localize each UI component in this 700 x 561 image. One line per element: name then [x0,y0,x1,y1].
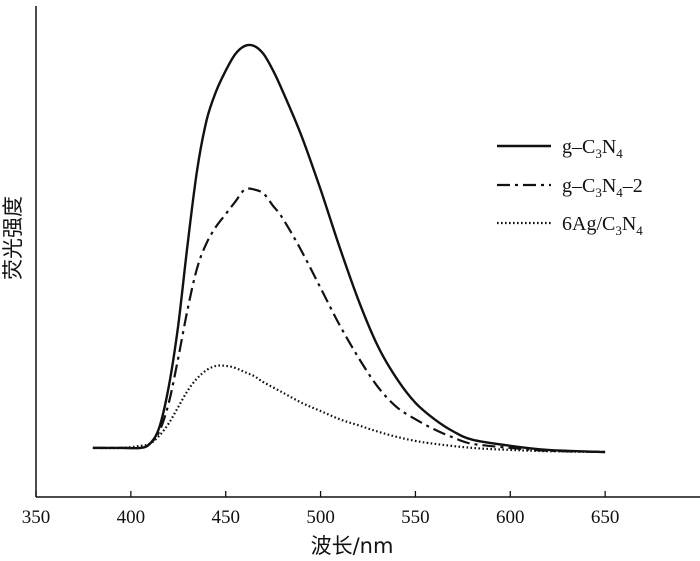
y-axis-title: 荧光强度 [1,196,25,280]
series-line-6ag-c3n4 [92,364,606,454]
x-tick-label: 350 [22,507,51,528]
x-ticks: 350 400 450 500 550 600 650 [22,491,620,528]
x-tick-label: 600 [496,507,525,528]
legend-label-g-c3n4: g–C3N4 [562,136,623,161]
legend-label-6ag-c3n4: 6Ag/C3N4 [562,213,643,238]
plot-lines [92,43,606,454]
legend: g–C3N4 g–C3N4–2 6Ag/C3N4 [497,136,643,238]
x-tick-label: 400 [117,507,146,528]
series-line-g-c3n4 [92,43,606,454]
x-axis-title: 波长/nm [311,534,394,558]
x-tick-label: 500 [306,507,335,528]
series-line-g-c3n4-2 [92,187,606,454]
axes: 350 400 450 500 550 600 650 [22,6,700,528]
x-tick-label: 450 [211,507,240,528]
x-tick-label: 650 [591,507,620,528]
x-tick-label: 550 [401,507,430,528]
legend-label-g-c3n4-2: g–C3N4–2 [562,175,643,200]
